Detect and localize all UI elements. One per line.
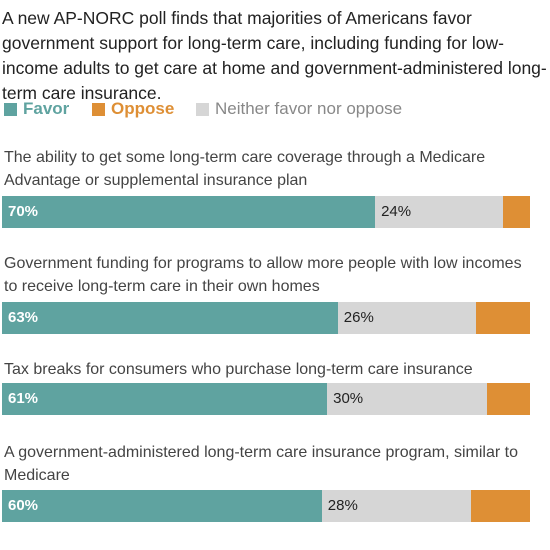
legend-label: Neither favor nor oppose [215, 99, 403, 118]
legend-label: Oppose [111, 99, 175, 118]
legend-swatch [4, 102, 17, 116]
value-label: 24% [381, 203, 412, 220]
bar-segment [2, 490, 322, 522]
bar-segment [2, 383, 328, 415]
bar-segment [321, 490, 472, 522]
legend-swatch [92, 102, 105, 116]
question-label: Tax breaks for consumers who purchase lo… [4, 361, 473, 378]
legend-item: Oppose [92, 99, 174, 119]
question-label: Government funding for programs to allow… [4, 255, 522, 295]
bar-segment [2, 302, 338, 334]
value-label: 63% [8, 309, 39, 326]
bar-segment [476, 302, 530, 334]
value-label: 70% [8, 203, 39, 220]
value-label: 30% [333, 390, 364, 407]
legend-item: Favor [4, 99, 69, 119]
bar-segment [337, 302, 477, 334]
bar-segment [375, 196, 503, 228]
bar-segment [487, 383, 530, 415]
value-label: 61% [8, 390, 39, 407]
bar-segment [2, 196, 376, 228]
bar-segment [327, 383, 488, 415]
question-label: A government-administered long-term care… [4, 444, 518, 484]
value-label: 60% [8, 497, 39, 514]
legend-item: Neither favor nor oppose [196, 99, 402, 119]
bar-segment [503, 196, 530, 228]
bar-segment [471, 490, 530, 522]
value-label: 28% [327, 497, 358, 514]
subtitle: A new AP-NORC poll finds that majorities… [2, 8, 547, 103]
legend-label: Favor [23, 99, 70, 118]
value-label: 26% [343, 309, 374, 326]
question-label: The ability to get some long-term care c… [4, 149, 486, 189]
legend-swatch [196, 102, 209, 116]
